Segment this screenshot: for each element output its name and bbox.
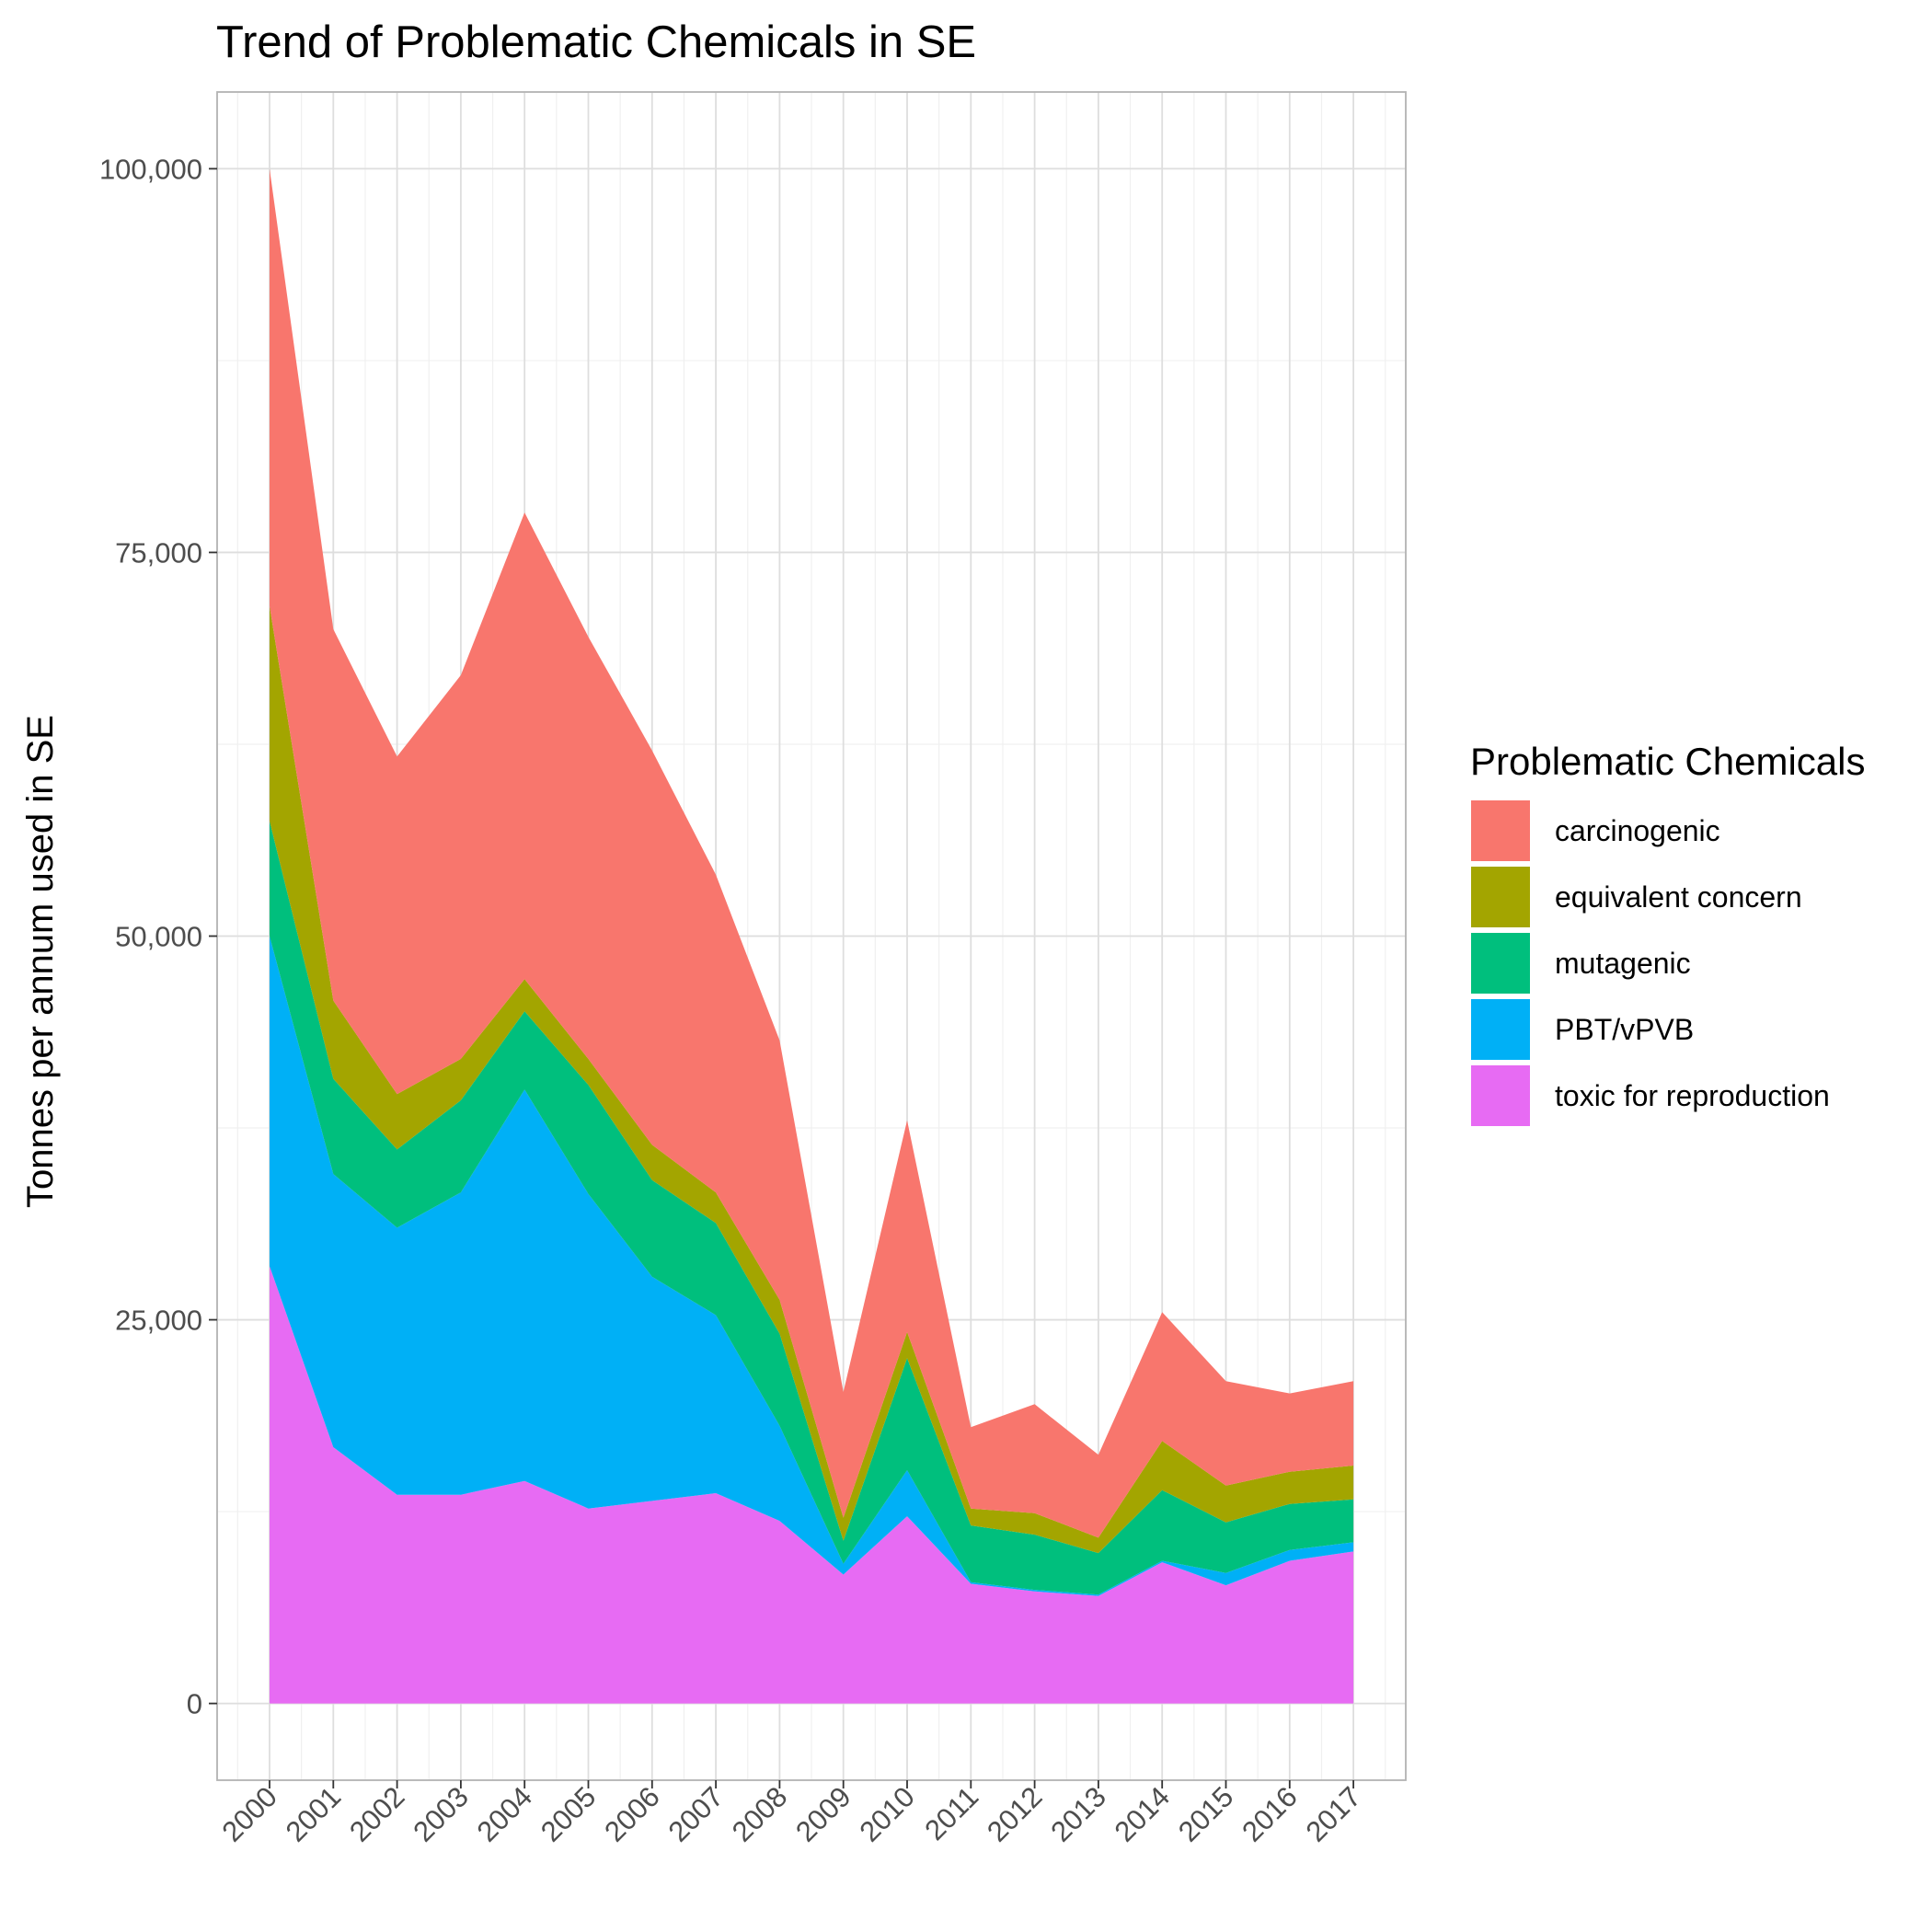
area-carcinogenic [270, 168, 1354, 1538]
x-tick-label: 2004 [471, 1780, 539, 1848]
x-tick-label: 2008 [726, 1780, 794, 1848]
legend-key-pbt-vpvb [1469, 997, 1532, 1062]
y-tick-label: 75,000 [115, 536, 202, 569]
y-tick-label: 50,000 [115, 921, 202, 953]
x-tick-label: 2011 [918, 1780, 984, 1846]
y-axis-label: Tonnes per annum used in SE [20, 715, 61, 1208]
legend: Problematic Chemicals carcinogenic equiva… [1469, 740, 1865, 1128]
y-tick-label: 100,000 [99, 153, 202, 185]
x-tick-label: 2002 [343, 1780, 411, 1848]
x-tick-label: 2013 [1044, 1780, 1112, 1848]
legend-label-carcinogenic: carcinogenic [1555, 814, 1720, 847]
x-tick-label: 2007 [662, 1780, 730, 1848]
area-toxic-for-reproduction [270, 1266, 1354, 1704]
x-tick-label: 2014 [1109, 1780, 1177, 1848]
x-tick-label: 2001 [280, 1780, 348, 1848]
x-tick-label: 2012 [981, 1780, 1049, 1848]
legend-label-toxic-for-reproduction: toxic for reproduction [1555, 1079, 1830, 1112]
legend-label-mutagenic: mutagenic [1555, 947, 1691, 980]
x-axis: 2000200120022003200420052006200720082009… [215, 1780, 1367, 1848]
area-mutagenic [270, 821, 1354, 1595]
x-tick-label: 2016 [1236, 1780, 1304, 1848]
chart-title: Trend of Problematic Chemicals in SE [216, 17, 976, 67]
x-tick-label: 2003 [407, 1780, 475, 1848]
y-tick-label: 0 [187, 1688, 202, 1720]
legend-key-mutagenic [1469, 931, 1532, 995]
legend-key-equivalent-concern [1469, 865, 1532, 929]
x-tick-label: 2017 [1300, 1780, 1368, 1848]
legend-key-carcinogenic [1469, 799, 1532, 863]
legend-label-pbt-vpvb: PBT/vPVB [1555, 1013, 1694, 1046]
plot-area [216, 91, 1407, 1781]
x-tick-label: 2000 [215, 1780, 283, 1848]
y-axis: 0 25,000 50,000 75,000 100,000 [99, 153, 217, 1720]
x-tick-label: 2005 [535, 1780, 603, 1848]
legend-title: Problematic Chemicals [1470, 740, 1865, 783]
x-tick-label: 2006 [598, 1780, 666, 1848]
legend-label-equivalent-concern: equivalent concern [1555, 880, 1802, 914]
legend-key-toxic-for-reproduction [1469, 1064, 1532, 1128]
area-pbt-vpvb [270, 936, 1354, 1596]
x-tick-label: 2010 [853, 1780, 921, 1848]
y-tick-label: 25,000 [115, 1305, 202, 1337]
x-tick-label: 2009 [789, 1780, 857, 1848]
x-tick-label: 2015 [1172, 1780, 1240, 1848]
